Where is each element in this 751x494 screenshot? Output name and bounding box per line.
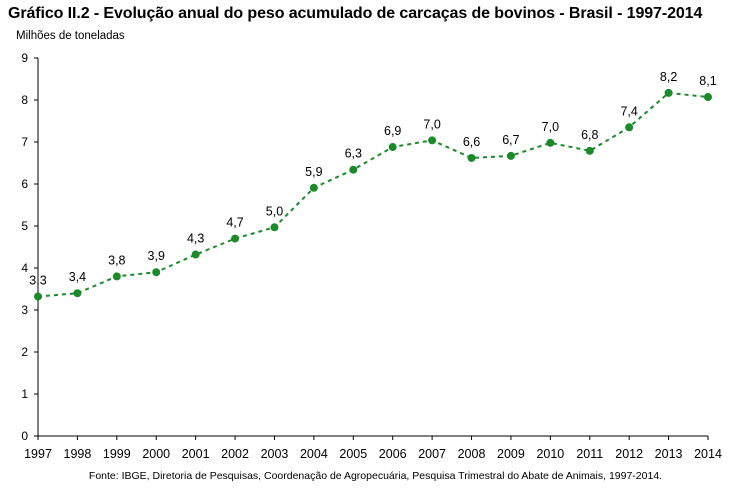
y-tick-label: 8 [21, 93, 28, 107]
x-tick-label: 2005 [339, 447, 367, 461]
y-tick-label: 9 [21, 51, 28, 65]
axes: 0 1 2 3 4 5 6 7 8 9 1997 1998 1999 2000 2001 2002 2003 20… [21, 51, 722, 461]
data-label: 6,3 [345, 147, 362, 161]
y-tick-label: 2 [21, 345, 28, 359]
data-label: 4,3 [187, 232, 204, 246]
data-point [625, 123, 634, 132]
data-label: 7,4 [620, 104, 637, 118]
data-point [664, 88, 673, 97]
data-point [191, 250, 200, 259]
data-label: 5,9 [305, 165, 322, 179]
data-labels: 3,3 3,4 3,8 3,9 4,3 4,7 5,0 5,9 6,3 6,9 7,0 6,6 6,7 7… [29, 70, 716, 288]
data-point [467, 153, 476, 162]
x-tick-label: 2010 [536, 447, 564, 461]
x-tick-label: 2001 [182, 447, 210, 461]
y-tick-label: 0 [21, 429, 28, 443]
x-tick-label: 2012 [615, 447, 643, 461]
data-point [231, 234, 240, 243]
series-line [37, 91, 709, 298]
x-tick-label: 2004 [300, 447, 328, 461]
data-point [34, 292, 42, 301]
data-point [270, 223, 279, 232]
data-label: 6,9 [384, 124, 401, 138]
data-point [112, 272, 121, 281]
y-tick-label: 6 [21, 177, 28, 191]
data-label: 8,2 [660, 70, 677, 84]
data-label: 3,8 [108, 253, 125, 267]
data-label: 6,8 [581, 128, 598, 142]
data-label: 8,1 [699, 74, 716, 88]
x-tick-label: 2014 [694, 447, 722, 461]
x-tick-label: 2002 [221, 447, 249, 461]
data-point [152, 268, 161, 277]
data-label: 5,0 [266, 204, 283, 218]
data-label: 3,4 [69, 270, 86, 284]
x-tick-label: 1999 [103, 447, 131, 461]
x-tick-label: 2006 [379, 447, 407, 461]
data-point [349, 165, 358, 174]
data-points [34, 88, 712, 301]
data-label: 7,0 [423, 117, 440, 131]
y-tick-label: 4 [21, 261, 28, 275]
series-polyline [37, 91, 709, 298]
x-tick-label: 2009 [497, 447, 525, 461]
y-tick-label: 5 [21, 219, 28, 233]
data-label: 7,0 [542, 120, 559, 134]
data-label: 6,7 [502, 133, 519, 147]
y-tick-label: 7 [21, 135, 28, 149]
y-axis-label: Milhões de toneladas [16, 30, 125, 42]
x-tick-label: 2011 [576, 447, 603, 461]
y-tick-label: 1 [21, 387, 28, 401]
data-label: 3,9 [148, 249, 165, 263]
data-point [73, 289, 82, 298]
x-tick-label: 2007 [418, 447, 446, 461]
data-point [309, 183, 318, 192]
x-tick-label: 2013 [655, 447, 683, 461]
x-tick-label: 2008 [458, 447, 486, 461]
source-note: Fonte: IBGE, Diretoria de Pesquisas, Coo… [88, 470, 663, 482]
data-label: 3,3 [29, 274, 46, 288]
data-point [585, 146, 594, 155]
data-label: 4,7 [226, 216, 243, 230]
data-label: 6,6 [463, 135, 480, 149]
data-point [506, 151, 515, 160]
data-point [388, 143, 397, 152]
y-tick-label: 3 [21, 303, 28, 317]
x-tick-label: 2000 [142, 447, 170, 461]
chart-title: Gráfico II.2 - Evolução anual do peso ac… [8, 5, 703, 22]
x-tick-label: 2003 [261, 447, 289, 461]
x-tick-label: 1998 [64, 447, 92, 461]
data-point [704, 93, 712, 102]
data-point [428, 136, 437, 145]
x-tick-label: 1997 [24, 447, 52, 461]
data-point [546, 138, 555, 147]
